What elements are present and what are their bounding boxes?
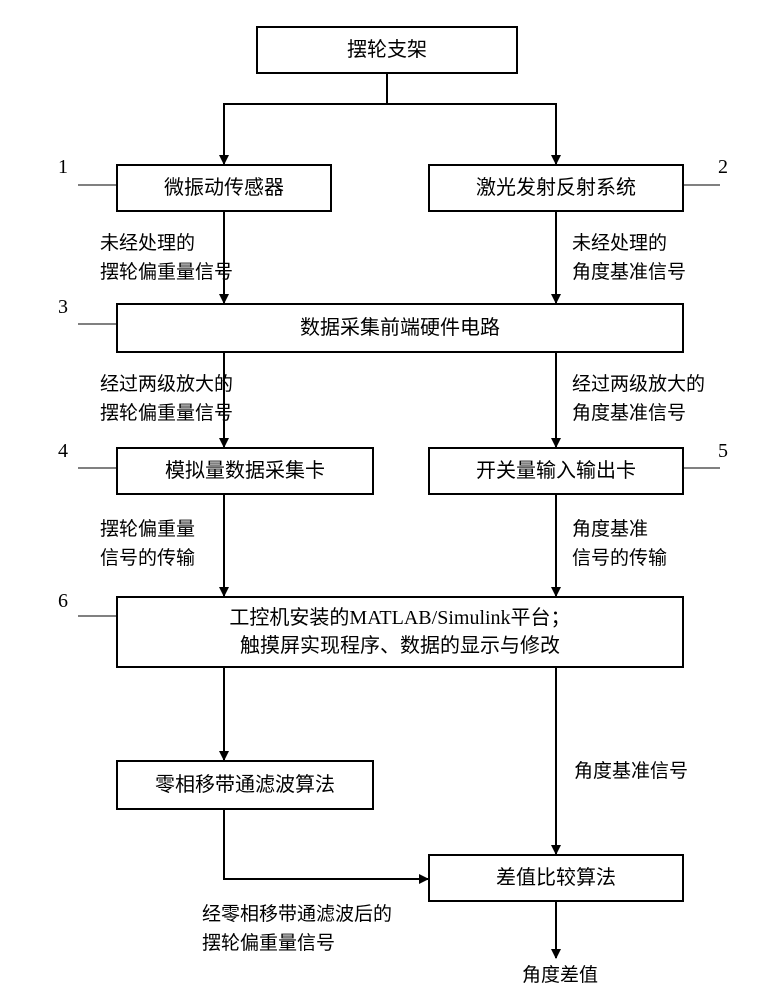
edge-label-e8: 经零相移带通滤波后的摆轮偏重量信号 bbox=[202, 901, 392, 958]
edge-label-e1: 未经处理的摆轮偏重量信号 bbox=[100, 230, 233, 287]
num-5: 5 bbox=[718, 440, 728, 463]
node-n2-text: 激光发射反射系统 bbox=[476, 174, 636, 202]
edge-label-e9: 角度差值 bbox=[522, 962, 598, 991]
edge-label-e5: 摆轮偏重量信号的传输 bbox=[100, 516, 195, 573]
node-filter-text: 零相移带通滤波算法 bbox=[155, 771, 335, 799]
edge-label-e4: 经过两级放大的角度基准信号 bbox=[572, 371, 705, 428]
num-2: 2 bbox=[718, 156, 728, 179]
node-n6-text: 工控机安装的MATLAB/Simulink平台； 触摸屏实现程序、数据的显示与修… bbox=[229, 604, 570, 660]
node-n2: 激光发射反射系统 bbox=[428, 164, 684, 212]
flow-arrows bbox=[0, 0, 766, 1000]
num-6: 6 bbox=[58, 590, 68, 613]
node-n3: 数据采集前端硬件电路 bbox=[116, 303, 684, 353]
node-n6: 工控机安装的MATLAB/Simulink平台； 触摸屏实现程序、数据的显示与修… bbox=[116, 596, 684, 668]
node-n1-text: 微振动传感器 bbox=[164, 174, 284, 202]
node-n5-text: 开关量输入输出卡 bbox=[476, 457, 636, 485]
edge-label-e3: 经过两级放大的摆轮偏重量信号 bbox=[100, 371, 233, 428]
node-n4-text: 模拟量数据采集卡 bbox=[165, 457, 325, 485]
num-3: 3 bbox=[58, 296, 68, 319]
edge-label-e2: 未经处理的角度基准信号 bbox=[572, 230, 686, 287]
node-n5: 开关量输入输出卡 bbox=[428, 447, 684, 495]
node-filter: 零相移带通滤波算法 bbox=[116, 760, 374, 810]
edge-label-e6: 角度基准信号的传输 bbox=[572, 516, 667, 573]
node-n3-text: 数据采集前端硬件电路 bbox=[300, 314, 500, 342]
node-top: 摆轮支架 bbox=[256, 26, 518, 74]
node-top-text: 摆轮支架 bbox=[347, 36, 427, 64]
node-n1: 微振动传感器 bbox=[116, 164, 332, 212]
edge-label-e7: 角度基准信号 bbox=[574, 758, 688, 787]
node-diff: 差值比较算法 bbox=[428, 854, 684, 902]
node-diff-text: 差值比较算法 bbox=[496, 864, 616, 892]
num-4: 4 bbox=[58, 440, 68, 463]
node-n4: 模拟量数据采集卡 bbox=[116, 447, 374, 495]
num-1: 1 bbox=[58, 156, 68, 179]
